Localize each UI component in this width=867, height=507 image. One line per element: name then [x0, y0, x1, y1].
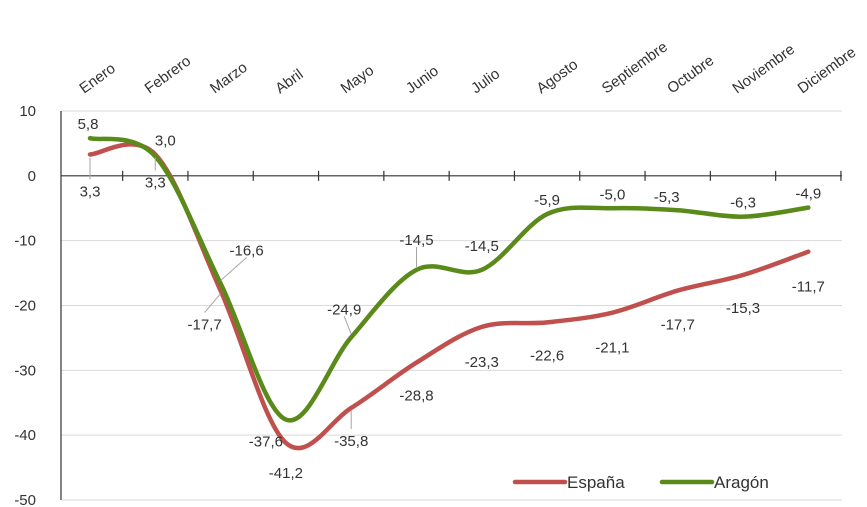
- data-label: -35,8: [334, 433, 368, 450]
- y-tick-label: -10: [14, 233, 36, 250]
- y-tick-label: -40: [14, 427, 36, 444]
- data-label: -4,9: [795, 186, 821, 203]
- legend: España Aragón: [512, 473, 769, 492]
- data-label: -17,7: [661, 317, 695, 334]
- data-label: -5,0: [599, 186, 625, 203]
- x-tick-label: Febrero: [142, 53, 194, 98]
- x-tick-label: Agosto: [533, 56, 581, 97]
- data-label: 3,0: [155, 132, 176, 149]
- data-label: -15,3: [726, 300, 760, 317]
- data-label: -11,7: [792, 279, 825, 296]
- data-label: -37,6: [249, 434, 283, 451]
- label-leader-line: [204, 293, 221, 313]
- x-tick-label: Noviembre: [729, 41, 798, 97]
- x-tick-label: Junio: [403, 62, 442, 97]
- y-tick-label: -50: [14, 492, 36, 507]
- data-label: -17,7: [187, 317, 221, 334]
- series-lines: [87, 135, 811, 451]
- x-axis-tick-labels: Enero Febrero Marzo Abril Mayo Junio Julio Agos…: [76, 38, 859, 97]
- data-label: 3,3: [80, 183, 101, 200]
- y-tick-label: -20: [14, 298, 36, 315]
- x-tick-label: Mayo: [338, 62, 378, 97]
- data-label: -23,3: [465, 354, 499, 371]
- data-label: -5,3: [654, 189, 680, 206]
- series-line: [87, 135, 811, 423]
- legend-label: Aragón: [714, 473, 769, 492]
- data-label: -41,2: [269, 465, 303, 482]
- x-tick-label: Octubre: [664, 52, 717, 97]
- data-label: 5,8: [78, 116, 99, 133]
- x-tick-label: Julio: [468, 65, 503, 97]
- x-tick-label: Diciembre: [795, 44, 860, 97]
- data-label: -21,1: [595, 340, 629, 357]
- gridlines: [61, 110, 842, 501]
- x-tick-label: Marzo: [207, 59, 251, 97]
- y-axis-tick-labels: 10 0 -10 -20 -30 -40 -50: [14, 103, 36, 507]
- y-tick-label: 0: [28, 168, 36, 185]
- legend-label: España: [567, 473, 625, 492]
- data-label: -6,3: [730, 195, 756, 212]
- data-label: -28,8: [399, 388, 433, 405]
- data-label: -16,6: [229, 242, 263, 259]
- data-label: -5,9: [534, 192, 560, 209]
- data-label: -14,5: [465, 238, 499, 255]
- y-tick-label: -30: [14, 362, 36, 379]
- x-tick-label: Abril: [272, 66, 306, 97]
- axes: [60, 111, 842, 500]
- data-label: -22,6: [530, 347, 564, 364]
- x-tick-label: Septiembre: [599, 38, 671, 97]
- data-labels: 3,3 3,3 -17,7 -41,2 -35,8 -28,8 -23,3 -22,6 -21,…: [78, 116, 825, 482]
- label-leader-line: [220, 257, 247, 281]
- series-line: [87, 142, 811, 451]
- y-tick-label: 10: [19, 103, 36, 120]
- label-leader-lines: [89, 157, 417, 429]
- x-tick-label: Enero: [76, 60, 118, 97]
- data-label: -14,5: [399, 232, 433, 249]
- data-label: -24,9: [327, 301, 361, 318]
- label-leader-line: [343, 316, 352, 335]
- data-label: 3,3: [145, 174, 166, 191]
